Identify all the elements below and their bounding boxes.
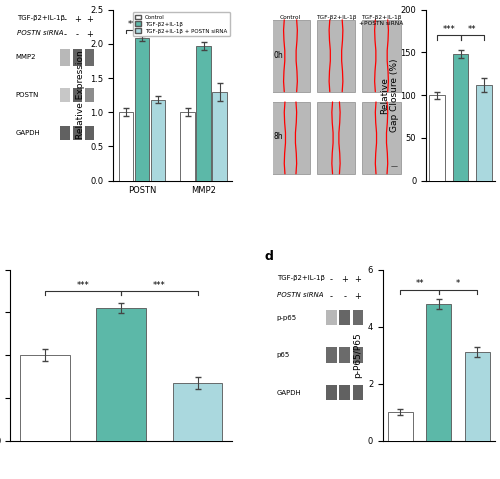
Legend: Control, TGF-β2+IL-1β, TGF-β2+IL-1β + POSTN siRNA: Control, TGF-β2+IL-1β, TGF-β2+IL-1β + PO… bbox=[133, 12, 230, 36]
Text: POSTN siRNA: POSTN siRNA bbox=[17, 30, 64, 36]
Bar bbox=[326, 385, 336, 400]
Text: -: - bbox=[76, 30, 79, 39]
Text: TGF-β2+IL-1β: TGF-β2+IL-1β bbox=[278, 275, 325, 281]
Text: *: * bbox=[456, 279, 460, 288]
Text: +: + bbox=[354, 292, 362, 301]
Text: **: ** bbox=[416, 279, 424, 288]
Text: +: + bbox=[86, 15, 93, 24]
Bar bbox=[453, 54, 468, 181]
Bar bbox=[20, 355, 70, 441]
Bar bbox=[362, 102, 401, 174]
Bar bbox=[352, 347, 363, 363]
Y-axis label: Relative Expression: Relative Expression bbox=[76, 51, 84, 139]
Bar bbox=[134, 38, 149, 181]
Bar bbox=[326, 310, 336, 325]
Text: **: ** bbox=[468, 25, 476, 34]
Bar bbox=[150, 100, 165, 181]
Text: ***: *** bbox=[206, 20, 218, 29]
Text: -: - bbox=[330, 275, 333, 284]
Bar bbox=[72, 88, 82, 102]
Bar bbox=[362, 20, 401, 91]
Text: +: + bbox=[341, 275, 348, 284]
Text: POSTN: POSTN bbox=[16, 92, 38, 98]
Text: ***: *** bbox=[442, 25, 455, 34]
Bar bbox=[340, 385, 350, 400]
Bar bbox=[60, 126, 70, 139]
Bar bbox=[196, 46, 211, 181]
Bar bbox=[212, 91, 227, 181]
Text: —: — bbox=[390, 164, 398, 170]
Bar bbox=[72, 49, 82, 66]
Bar bbox=[429, 95, 444, 181]
Text: -: - bbox=[64, 30, 66, 39]
Bar bbox=[326, 347, 336, 363]
Text: ***: *** bbox=[128, 20, 140, 29]
Bar bbox=[352, 385, 363, 400]
Text: +: + bbox=[354, 275, 362, 284]
Text: TGF-β2+IL-1β
+POSTN siRNA: TGF-β2+IL-1β +POSTN siRNA bbox=[360, 15, 404, 25]
Text: Control: Control bbox=[280, 15, 301, 20]
Text: POSTN siRNA: POSTN siRNA bbox=[278, 292, 324, 298]
Text: ***: *** bbox=[76, 281, 90, 290]
Text: GAPDH: GAPDH bbox=[276, 390, 301, 396]
Bar bbox=[340, 347, 350, 363]
Bar bbox=[85, 88, 94, 102]
Bar bbox=[96, 308, 146, 441]
Bar bbox=[352, 310, 363, 325]
Bar bbox=[271, 102, 310, 174]
Y-axis label: p-P65/P65: p-P65/P65 bbox=[353, 332, 362, 378]
Text: -: - bbox=[343, 292, 346, 301]
Text: p-p65: p-p65 bbox=[276, 315, 296, 320]
Text: GAPDH: GAPDH bbox=[16, 130, 40, 136]
Bar bbox=[173, 383, 222, 441]
Text: ***: *** bbox=[190, 20, 202, 29]
Text: -: - bbox=[330, 292, 333, 301]
Bar bbox=[60, 88, 70, 102]
Text: +: + bbox=[86, 30, 93, 39]
Text: 0h: 0h bbox=[274, 51, 283, 60]
Text: TGF-β2+IL-1β: TGF-β2+IL-1β bbox=[316, 15, 356, 20]
Text: b: b bbox=[264, 0, 273, 3]
Text: +: + bbox=[74, 15, 81, 24]
Text: p65: p65 bbox=[276, 352, 289, 358]
Text: TGF-β2+IL-1β: TGF-β2+IL-1β bbox=[17, 15, 65, 21]
Text: d: d bbox=[265, 250, 274, 263]
Text: 8h: 8h bbox=[274, 132, 283, 141]
Bar bbox=[85, 126, 94, 139]
Bar bbox=[85, 49, 94, 66]
Bar bbox=[316, 20, 356, 91]
Bar bbox=[340, 310, 350, 325]
Bar bbox=[118, 112, 133, 181]
Bar bbox=[465, 352, 490, 441]
Text: a: a bbox=[3, 0, 12, 3]
Bar bbox=[476, 85, 492, 181]
Bar bbox=[271, 20, 310, 91]
Bar bbox=[426, 304, 452, 441]
Bar bbox=[388, 412, 413, 441]
Bar bbox=[72, 126, 82, 139]
Bar bbox=[180, 112, 195, 181]
Text: -: - bbox=[64, 15, 66, 24]
Text: ***: *** bbox=[144, 20, 156, 29]
Y-axis label: Relative
Gap Closure (%): Relative Gap Closure (%) bbox=[380, 58, 399, 132]
Text: ***: *** bbox=[153, 281, 166, 290]
Bar bbox=[316, 102, 356, 174]
Text: MMP2: MMP2 bbox=[16, 55, 36, 60]
Bar bbox=[60, 49, 70, 66]
